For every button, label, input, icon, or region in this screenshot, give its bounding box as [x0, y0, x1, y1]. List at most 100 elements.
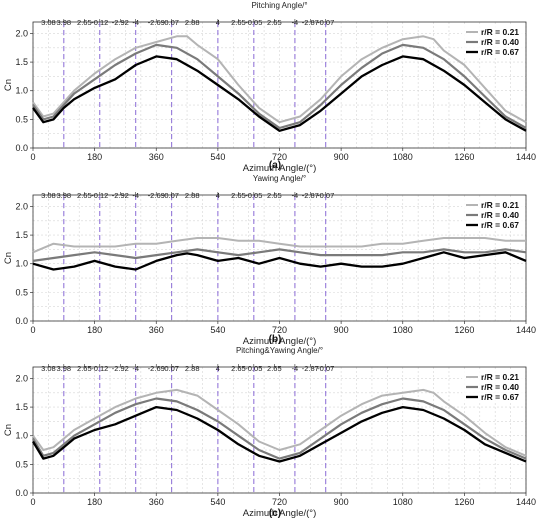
chart-title: Pitching Angle/°	[251, 1, 307, 10]
y-tick-label: 2.0	[15, 373, 28, 383]
top-tick-label: 2.65	[231, 364, 246, 373]
top-tick-label: -0.07	[317, 191, 334, 200]
series-line-1	[32, 43, 527, 130]
x-tick-label: 1260	[454, 497, 474, 507]
legend-label: r/R = 0.21	[481, 200, 519, 210]
y-tick-label: 1.5	[15, 230, 28, 240]
top-tick-label: -0.12	[91, 191, 108, 200]
legend-label: r/R = 0.40	[481, 210, 519, 220]
legend-label: r/R = 0.67	[481, 47, 519, 57]
chart-panel-0: 3.08 3.98 2.65 -0.12 -2.92 -4 -2.69 0.07 2.88 4 2.…	[3, 1, 536, 174]
x-tick-label: 180	[87, 497, 102, 507]
x-tick-label: 1440	[516, 497, 536, 507]
top-tick-label: -2.92	[112, 364, 129, 373]
top-tick-label: -2.87	[302, 18, 319, 27]
panel-label: (b)	[269, 334, 282, 345]
x-tick-label: 1080	[393, 152, 413, 162]
top-tick-label: 2.65	[77, 191, 92, 200]
top-tick-label: 2.88	[185, 18, 200, 27]
y-axis-label: Cn	[3, 424, 14, 436]
top-tick-label: -0.05	[245, 364, 262, 373]
y-tick-label: 1.0	[15, 259, 28, 269]
x-tick-label: 540	[210, 497, 225, 507]
series-line-0	[32, 388, 527, 457]
top-tick-label: -0.07	[317, 364, 334, 373]
x-tick-label: 180	[87, 325, 102, 335]
top-tick-label: -2.69	[148, 364, 165, 373]
series-line-0	[32, 237, 526, 254]
x-tick-label: 900	[334, 497, 349, 507]
x-tick-label: 180	[87, 152, 102, 162]
top-tick-label: 3.08	[41, 191, 56, 200]
series-line-1	[32, 248, 527, 262]
top-tick-label: -0.07	[317, 18, 334, 27]
panel-label: (a)	[269, 160, 281, 171]
x-tick-label: 360	[149, 497, 164, 507]
legend-label: r/R = 0.21	[481, 372, 519, 382]
chart-title: Pitching&Yawing Angle/°	[236, 346, 323, 355]
x-axis-label: Azimuth Angle/(°)	[243, 163, 317, 174]
x-axis-label: Azimuth Angle/(°)	[243, 336, 317, 347]
top-tick-label: -0.12	[91, 18, 108, 27]
top-tick-label: -4	[132, 191, 139, 200]
x-tick-label: 720	[272, 325, 287, 335]
top-tick-label: 4	[216, 364, 220, 373]
top-tick-label: 0.07	[164, 18, 179, 27]
legend-label: r/R = 0.21	[481, 27, 519, 37]
top-tick-label: 4	[216, 191, 220, 200]
series-line-2	[32, 251, 527, 271]
top-tick-label: 0.07	[164, 364, 179, 373]
y-tick-label: 2.0	[15, 28, 28, 38]
top-tick-label: 2.65	[267, 364, 282, 373]
panels: 3.08 3.98 2.65 -0.12 -2.92 -4 -2.69 0.07 2.88 4 2.…	[3, 1, 536, 519]
x-tick-label: 1080	[393, 497, 413, 507]
x-tick-label: 900	[334, 325, 349, 335]
y-tick-label: 0.5	[15, 287, 28, 297]
x-tick-label: 1440	[516, 152, 536, 162]
top-tick-label: 2.88	[185, 191, 200, 200]
x-tick-label: 720	[272, 497, 287, 507]
top-tick-label: -2.69	[148, 18, 165, 27]
top-tick-label: -2.87	[302, 191, 319, 200]
y-tick-label: 0.0	[15, 488, 28, 498]
top-tick-label: 2.88	[185, 364, 200, 373]
chart-panel-2: 3.08 3.98 2.65 -0.12 -2.92 -4 -2.69 0.07 2.88 4 2.…	[3, 346, 536, 519]
x-tick-label: 540	[210, 152, 225, 162]
y-tick-label: 1.0	[15, 431, 28, 441]
top-tick-label: 2.65	[267, 18, 282, 27]
plot-frame	[32, 366, 527, 494]
x-tick-label: 1080	[393, 325, 413, 335]
top-tick-label: 0.07	[164, 191, 179, 200]
y-tick-label: 1.5	[15, 402, 28, 412]
y-tick-label: 1.0	[15, 86, 28, 96]
y-axis-label: Cn	[3, 79, 14, 91]
x-tick-label: 0	[30, 497, 35, 507]
top-tick-label: -4	[132, 18, 139, 27]
y-tick-label: 2.0	[15, 201, 28, 211]
y-axis-label: Cn	[3, 252, 14, 264]
y-tick-label: 0.0	[15, 143, 28, 153]
top-tick-label: 3.08	[41, 364, 56, 373]
x-tick-label: 1260	[454, 325, 474, 335]
top-tick-label: -0.12	[91, 364, 108, 373]
x-axis-label: Azimuth Angle/(°)	[243, 508, 317, 519]
top-tick-label: -0.05	[245, 191, 262, 200]
series-line-1	[32, 397, 527, 460]
x-tick-label: 900	[334, 152, 349, 162]
series-line-2	[32, 55, 527, 132]
x-tick-label: 1440	[516, 325, 536, 335]
top-tick-label: -4	[292, 191, 299, 200]
x-tick-label: 360	[149, 152, 164, 162]
y-tick-label: 0.5	[15, 459, 28, 469]
top-tick-label: -0.05	[245, 18, 262, 27]
legend-label: r/R = 0.40	[481, 382, 519, 392]
top-tick-label: -4	[292, 364, 299, 373]
top-tick-label: 2.65	[267, 191, 282, 200]
top-tick-label: 2.65	[231, 18, 246, 27]
plot-frame	[32, 21, 527, 149]
legend-label: r/R = 0.67	[481, 220, 519, 230]
x-tick-label: 720	[272, 152, 287, 162]
y-tick-label: 0.0	[15, 316, 28, 326]
x-tick-label: 0	[30, 152, 35, 162]
